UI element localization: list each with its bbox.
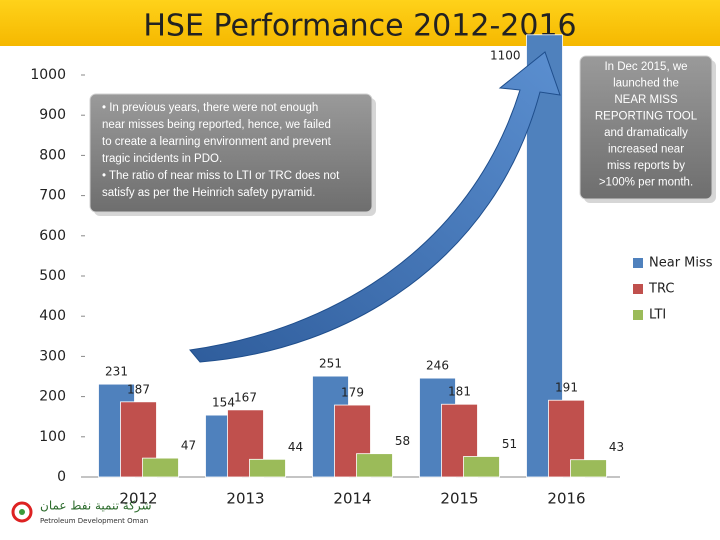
callout-text: NEAR MISS [614, 94, 678, 106]
data-label: 58 [395, 434, 410, 448]
header-band [0, 0, 720, 46]
x-tick-label: 2016 [547, 490, 585, 508]
data-label: 181 [448, 385, 471, 399]
callout-text: and dramatically [604, 127, 688, 139]
bar [142, 457, 179, 478]
data-label: 154 [212, 396, 235, 410]
data-label: 187 [127, 382, 150, 396]
y-tick-label: 900 [39, 107, 66, 123]
callout-text: REPORTING TOOL [595, 111, 698, 123]
logo: شركة تنمية نفط عمان Petroleum Developmen… [11, 499, 152, 525]
y-tick-label: 700 [39, 188, 66, 204]
callout-text: • The ratio of near miss to LTI or TRC d… [102, 170, 340, 182]
bar [463, 456, 500, 478]
y-tick-label: 300 [39, 348, 66, 364]
callout-text: In Dec 2015, we [604, 61, 687, 73]
x-tick-label: 2012 [119, 490, 157, 508]
x-tick-label: 2014 [333, 490, 371, 508]
callout-text: miss reports by [607, 160, 685, 172]
logo-icon [19, 509, 25, 515]
logo-icon [11, 501, 33, 523]
data-label: 1100 [490, 49, 521, 63]
y-tick-label: 0 [57, 469, 66, 485]
y-tick-label: 800 [39, 147, 66, 163]
y-tick-label: 1000 [30, 67, 66, 83]
legend-label: LTI [649, 308, 666, 323]
data-label: 44 [288, 440, 303, 454]
y-tick-label: 500 [39, 268, 66, 284]
y-tick-label: 400 [39, 308, 66, 324]
x-tick-label: 2013 [226, 490, 264, 508]
callout-right [579, 55, 713, 200]
legend-swatch [633, 284, 643, 294]
data-label: 251 [319, 357, 342, 371]
y-tick-label: 600 [39, 228, 66, 244]
legend-label: Near Miss [649, 256, 713, 271]
callout-left [89, 93, 373, 213]
legend-swatch [633, 310, 643, 320]
callout-text: launched the [613, 78, 679, 90]
data-label: 167 [234, 390, 257, 404]
x-tick-label: 2015 [440, 490, 478, 508]
data-label: 43 [609, 440, 624, 454]
callout-text: • In previous years, there were not enou… [102, 102, 318, 114]
logo-english: Petroleum Development Oman [40, 517, 148, 525]
callout-text: near misses being reported, hence, we fa… [102, 119, 331, 131]
callout-text: increased near [608, 144, 684, 156]
legend-label: TRC [648, 282, 674, 297]
bar [249, 458, 286, 478]
data-label: 47 [181, 439, 196, 453]
callout-text: >100% per month. [599, 177, 693, 189]
callout-text: tragic incidents in PDO. [102, 153, 222, 165]
chart-title: HSE Performance 2012-2016 [143, 9, 576, 44]
bar [356, 453, 393, 478]
data-label: 51 [502, 437, 517, 451]
y-tick-label: 200 [39, 389, 66, 405]
data-label: 231 [105, 365, 128, 379]
data-label: 179 [341, 386, 364, 400]
trend-arrow [189, 51, 561, 363]
legend-swatch [633, 258, 643, 268]
data-label: 191 [555, 381, 578, 395]
bar [570, 459, 607, 478]
logo-arabic: شركة تنمية نفط عمان [40, 499, 152, 514]
bar [120, 401, 157, 478]
callout-text: to create a learning environment and pre… [102, 136, 332, 148]
y-tick-label: 100 [39, 429, 66, 445]
callout-text: satisfy as per the Heinrich safety pyram… [102, 187, 315, 199]
data-label: 246 [426, 359, 449, 373]
